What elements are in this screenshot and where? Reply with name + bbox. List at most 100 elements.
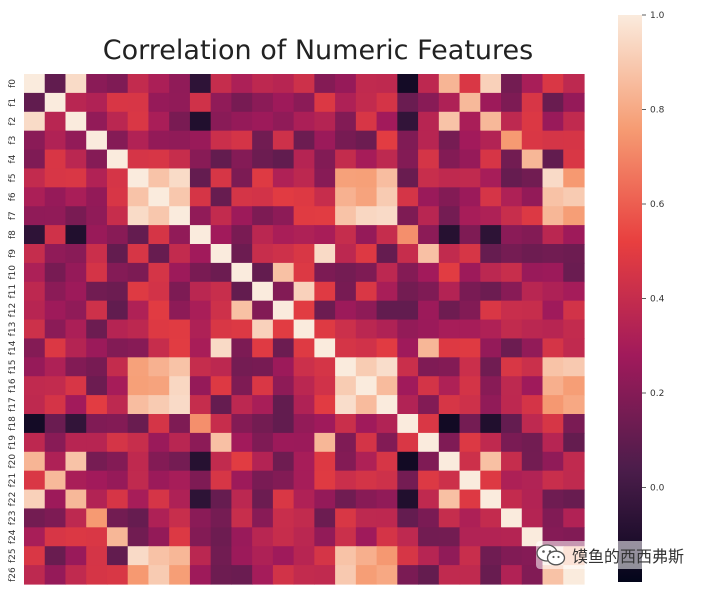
heatmap-cell <box>44 395 67 415</box>
heatmap-cell <box>189 187 212 207</box>
heatmap-cell <box>65 281 87 302</box>
heatmap-cell <box>252 111 274 132</box>
heatmap-cell <box>252 300 274 321</box>
heatmap-cell <box>272 149 295 170</box>
heatmap-cell <box>106 300 129 321</box>
heatmap-cell <box>355 281 378 302</box>
heatmap-cell <box>106 357 129 377</box>
heatmap-cell <box>542 300 564 321</box>
heatmap-cell <box>189 111 212 132</box>
heatmap-cell <box>314 395 336 415</box>
heatmap-cell <box>210 74 233 94</box>
heatmap-cell <box>459 451 481 472</box>
heatmap-cell <box>127 546 150 566</box>
heatmap-cell <box>563 187 585 207</box>
row-tick-label: f9 <box>8 249 18 258</box>
heatmap-cell <box>24 395 46 415</box>
row-tick-label: f0 <box>8 79 18 88</box>
heatmap-cell <box>397 414 419 434</box>
heatmap-cell <box>106 92 129 113</box>
heatmap-cell <box>418 565 440 585</box>
heatmap-cell <box>542 262 564 283</box>
heatmap-cell <box>480 414 502 434</box>
heatmap-cell <box>148 300 170 321</box>
heatmap-cell <box>314 319 336 340</box>
heatmap-cell <box>106 262 129 283</box>
heatmap-cell <box>418 187 440 207</box>
heatmap-cell <box>210 244 233 264</box>
heatmap-cell <box>106 546 129 566</box>
row-tick-label: f13 <box>8 322 18 337</box>
heatmap-cell <box>293 451 315 472</box>
heatmap-cell <box>169 357 191 377</box>
heatmap-cell <box>189 206 212 226</box>
heatmap-cell <box>231 357 253 377</box>
row-tick-label: f25 <box>8 548 18 563</box>
heatmap-cell <box>335 489 357 510</box>
row-tick-label: f7 <box>8 211 18 220</box>
heatmap-cell <box>376 168 398 188</box>
heatmap-cell <box>252 451 274 472</box>
heatmap-cell <box>272 92 295 113</box>
heatmap-cell <box>314 357 336 377</box>
heatmap-cell <box>44 338 67 358</box>
heatmap-cell <box>397 470 419 491</box>
heatmap-cell <box>293 168 315 188</box>
heatmap-cell <box>127 300 150 321</box>
heatmap-cell <box>86 546 108 566</box>
heatmap-cell <box>44 149 67 170</box>
heatmap-cell <box>24 168 46 188</box>
heatmap-cell <box>418 432 440 453</box>
heatmap-cell <box>231 376 253 396</box>
heatmap-cell <box>252 508 274 528</box>
heatmap-cell <box>438 168 461 188</box>
heatmap-cell <box>542 111 564 132</box>
watermark: 馍鱼的西西弗斯 <box>536 541 720 569</box>
heatmap-cell <box>169 565 191 585</box>
heatmap-cell <box>521 225 544 245</box>
heatmap-cell <box>293 300 315 321</box>
heatmap-cell <box>397 244 419 264</box>
heatmap-cell <box>148 319 170 340</box>
heatmap-cell <box>272 187 295 207</box>
heatmap-cell <box>459 432 481 453</box>
heatmap-cell <box>542 395 564 415</box>
heatmap-cell <box>480 357 502 377</box>
heatmap-cell <box>563 319 585 340</box>
heatmap-cell <box>44 168 67 188</box>
heatmap-cell <box>231 546 253 566</box>
heatmap-cell <box>231 225 253 245</box>
heatmap-cell <box>210 527 233 547</box>
heatmap-cell <box>148 527 170 547</box>
heatmap-cell <box>314 281 336 302</box>
heatmap-cell <box>106 470 129 491</box>
heatmap-cell <box>86 300 108 321</box>
heatmap-cell <box>252 565 274 585</box>
heatmap-cell <box>210 338 233 358</box>
heatmap-cell <box>563 357 585 377</box>
heatmap-cell <box>459 300 481 321</box>
heatmap-cell <box>521 489 544 510</box>
heatmap-cell <box>418 74 440 94</box>
heatmap-cell <box>314 130 336 151</box>
heatmap-cell <box>272 527 295 547</box>
heatmap-cell <box>501 376 523 396</box>
heatmap-cell <box>148 546 170 566</box>
heatmap-cell <box>272 414 295 434</box>
row-tick-label: f21 <box>8 473 18 488</box>
heatmap-cell <box>86 357 108 377</box>
heatmap-cell <box>314 168 336 188</box>
heatmap-cell <box>86 281 108 302</box>
heatmap-cell <box>355 395 378 415</box>
heatmap-cell <box>148 225 170 245</box>
heatmap-cell <box>169 74 191 94</box>
heatmap-cell <box>293 376 315 396</box>
heatmap-cell <box>210 395 233 415</box>
heatmap-cell <box>418 508 440 528</box>
colorbar-tick-label: 1.0 <box>650 11 665 21</box>
heatmap-cell <box>501 565 523 585</box>
heatmap-cell <box>563 565 585 585</box>
heatmap-cell <box>86 508 108 528</box>
heatmap-cell <box>355 225 378 245</box>
